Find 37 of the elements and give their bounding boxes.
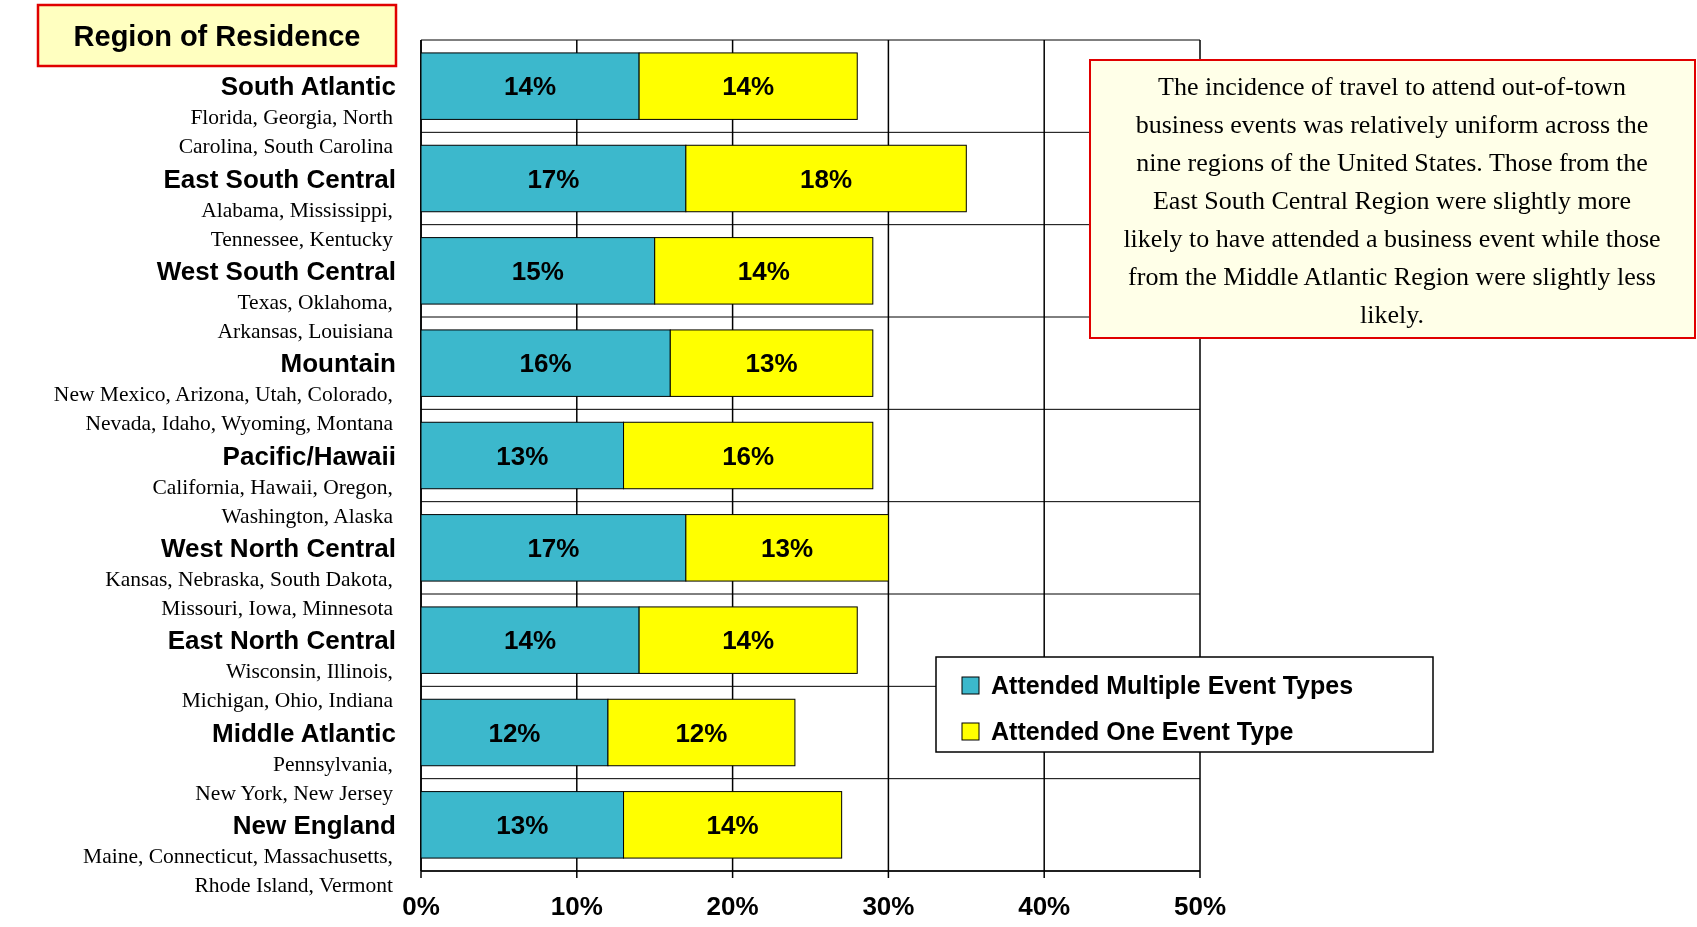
data-label: 15% <box>511 255 564 286</box>
data-label: 12% <box>675 717 728 748</box>
y-tick-label: East North Central Wisconsin, Illinois, Michigan, Ohio, Indiana <box>167 625 396 713</box>
legend-label: Attended One Event Type <box>991 717 1294 745</box>
annotation: The incidence of travel to attend out-of-town business events was relatively uniform across the nine regions of the United States. Those from the East South Central Region were slightly more likely to have attended a business event while those from the Middle Atlantic Region were slightly less likely. <box>1123 72 1661 329</box>
y-tick-label: Pacific/Hawaii California, Hawaii, Oregon, Washington, Alaska <box>152 440 396 528</box>
data-label: 14% <box>504 71 557 102</box>
y-tick-label: West North Central Kansas, Nebraska, South Dakota, Missouri, Iowa, Minnesota <box>105 532 396 620</box>
x-tick-label: 20% <box>706 891 759 921</box>
data-label: 18% <box>800 163 853 194</box>
x-tick-label: 40% <box>1018 891 1071 921</box>
data-label: 13% <box>496 440 549 471</box>
x-tick-label: 10% <box>550 891 603 921</box>
data-label: 14% <box>706 809 759 840</box>
y-tick-label: Middle Atlantic Pennsylvania, New York, New Jersey <box>195 717 396 805</box>
chart-title: Region of Residence <box>73 20 361 52</box>
y-tick-label: South Atlantic Florida, Georgia, North Carolina, South Carolina <box>178 71 396 159</box>
x-tick-label: 0% <box>402 891 440 921</box>
data-label: 14% <box>737 255 790 286</box>
data-label: 14% <box>722 71 775 102</box>
data-label: 12% <box>488 717 541 748</box>
data-label: 14% <box>722 625 775 656</box>
data-label: 14% <box>504 625 557 656</box>
data-label: 13% <box>745 348 798 379</box>
y-tick-label: East South Central Alabama, Mississippi, Tennessee, Kentucky <box>163 163 396 251</box>
data-label: 17% <box>527 532 580 563</box>
y-tick-label: West South Central Texas, Oklahoma, Arkansas, Louisiana <box>156 255 396 343</box>
data-label: 16% <box>519 348 572 379</box>
data-label: 16% <box>722 440 775 471</box>
legend-label: Attended Multiple Event Types <box>991 671 1354 699</box>
data-label: 17% <box>527 163 580 194</box>
data-label: 13% <box>496 809 549 840</box>
x-tick-label: 50% <box>1173 891 1227 921</box>
x-tick-label: 30% <box>862 891 915 921</box>
y-tick-label: New England Maine, Connecticut, Massachusetts, Rhode Island, Vermont <box>83 809 396 897</box>
data-label: 13% <box>761 532 814 563</box>
y-tick-label: Mountain New Mexico, Arizona, Utah, Colorado, Nevada, Idaho, Wyoming, Montana <box>53 348 396 436</box>
